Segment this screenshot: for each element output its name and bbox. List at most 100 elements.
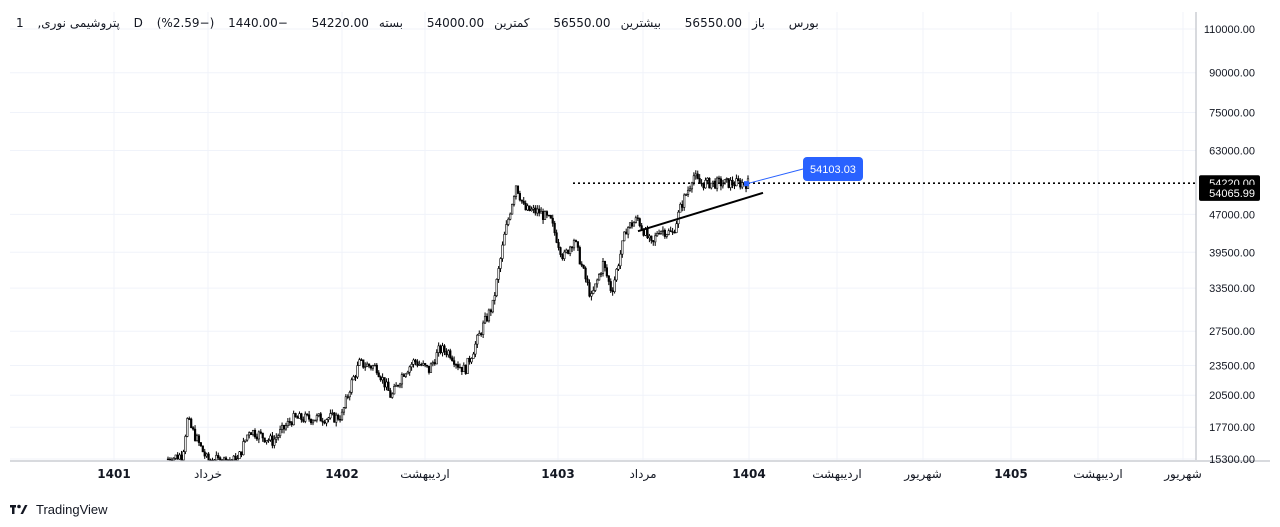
candle-body bbox=[424, 363, 427, 366]
candle-body bbox=[563, 251, 566, 260]
candle-body bbox=[478, 333, 481, 336]
x-tick-label: اردیبهشت bbox=[1073, 467, 1122, 482]
candle-body bbox=[561, 254, 564, 260]
candle-body bbox=[315, 415, 318, 421]
candle-series bbox=[166, 170, 750, 462]
candle-body bbox=[675, 223, 678, 233]
candle-body bbox=[582, 264, 585, 269]
close-label: بسته bbox=[378, 16, 404, 30]
candle-body bbox=[275, 437, 278, 440]
candle-body bbox=[422, 363, 425, 366]
candle-body bbox=[412, 359, 415, 365]
candle-body bbox=[578, 247, 581, 265]
candle-body bbox=[263, 437, 266, 443]
y-axis[interactable]: 110000.0090000.0075000.0063000.0054220.0… bbox=[1199, 24, 1260, 466]
candle-body bbox=[507, 218, 510, 225]
candle-body bbox=[338, 418, 342, 421]
high-label: بیشترین bbox=[620, 16, 661, 30]
candle-body bbox=[402, 374, 405, 377]
candle-body bbox=[335, 414, 338, 423]
callout-bubble[interactable]: 54103.03 bbox=[803, 157, 863, 181]
candle-body bbox=[456, 364, 460, 368]
candle-body bbox=[594, 283, 597, 291]
candle-body bbox=[362, 359, 365, 368]
candle-body bbox=[348, 392, 351, 398]
candle-body bbox=[279, 429, 282, 437]
candle-body bbox=[659, 231, 663, 234]
trendline-price-label: 54065.99 bbox=[1209, 188, 1255, 200]
candle-body bbox=[640, 225, 643, 230]
candle-body bbox=[717, 177, 721, 180]
candle-body bbox=[704, 179, 707, 189]
callout-anchor[interactable] bbox=[744, 181, 749, 187]
candle-body bbox=[679, 204, 682, 213]
candle-body bbox=[719, 178, 723, 187]
candle-body bbox=[690, 182, 694, 190]
candle-body bbox=[458, 366, 462, 369]
y-tick-label: 47000.00 bbox=[1209, 209, 1255, 221]
candle-body bbox=[636, 217, 639, 219]
y-tick-label: 63000.00 bbox=[1209, 145, 1255, 157]
candle-body bbox=[493, 295, 496, 301]
candle-body bbox=[497, 268, 500, 280]
candle-body bbox=[545, 211, 549, 216]
candle-body bbox=[588, 282, 591, 297]
candle-body bbox=[702, 183, 705, 189]
candle-body bbox=[698, 178, 701, 184]
candle-body bbox=[725, 178, 728, 180]
trendline[interactable] bbox=[637, 191, 764, 233]
candle-body bbox=[271, 435, 274, 446]
candle-body bbox=[735, 178, 738, 187]
candle-body bbox=[483, 316, 487, 324]
y-tick-label: 90000.00 bbox=[1209, 68, 1255, 80]
candle-body bbox=[443, 345, 446, 352]
candle-body bbox=[449, 350, 452, 359]
candle-body bbox=[201, 445, 204, 453]
candle-body bbox=[323, 421, 326, 424]
candle-body bbox=[302, 419, 305, 422]
candle-body bbox=[253, 429, 257, 438]
candle-body bbox=[669, 230, 672, 232]
candle-body bbox=[520, 199, 523, 202]
symbol-info[interactable]: پتروشیمی نوری, 1 D بورس bbox=[16, 16, 819, 30]
candle-body bbox=[714, 180, 717, 189]
price-chart[interactable]: 54103.03 110000.00 90000.00 75000.00 63000.… bbox=[0, 0, 1280, 495]
candle-body bbox=[665, 234, 668, 237]
candle-body bbox=[681, 204, 684, 208]
x-axis[interactable]: 1401 خرداد 1402 اردیبهشت 1403 مرداد 1404 اردیبه… bbox=[97, 467, 1201, 482]
candle-body bbox=[420, 364, 423, 366]
y-tick-label: 15300.00 bbox=[1209, 454, 1255, 466]
candle-body bbox=[692, 175, 695, 184]
candle-body bbox=[168, 458, 172, 461]
candle-body bbox=[259, 431, 262, 434]
candle-body bbox=[267, 439, 270, 442]
candle-body bbox=[364, 366, 367, 368]
candle-body bbox=[466, 357, 469, 374]
data-source: D bbox=[133, 16, 143, 30]
candle-body bbox=[710, 182, 713, 189]
candle-body bbox=[414, 359, 417, 363]
candle-body bbox=[437, 345, 440, 353]
candle-body bbox=[433, 362, 436, 365]
candle-body bbox=[435, 352, 438, 365]
candle-body bbox=[487, 309, 491, 322]
candle-body bbox=[615, 268, 618, 281]
candle-body bbox=[242, 441, 245, 456]
open-item: باز 56550.00 bbox=[685, 16, 775, 30]
candle-body bbox=[172, 457, 175, 461]
candle-body bbox=[325, 419, 328, 424]
candle-body bbox=[427, 365, 431, 373]
candle-body bbox=[356, 365, 359, 378]
candle-body bbox=[317, 413, 320, 416]
candle-body bbox=[688, 188, 692, 191]
candle-body bbox=[288, 421, 291, 423]
candle-body bbox=[619, 253, 622, 267]
candle-body bbox=[410, 364, 413, 368]
candle-body bbox=[331, 412, 334, 414]
candle-body bbox=[273, 438, 276, 446]
tradingview-logo[interactable]: TradingView bbox=[10, 499, 108, 519]
candle-body bbox=[565, 249, 568, 253]
candle-body bbox=[741, 182, 744, 188]
x-tick-label: 1404 bbox=[732, 467, 765, 481]
brand-name: TradingView bbox=[36, 501, 108, 517]
